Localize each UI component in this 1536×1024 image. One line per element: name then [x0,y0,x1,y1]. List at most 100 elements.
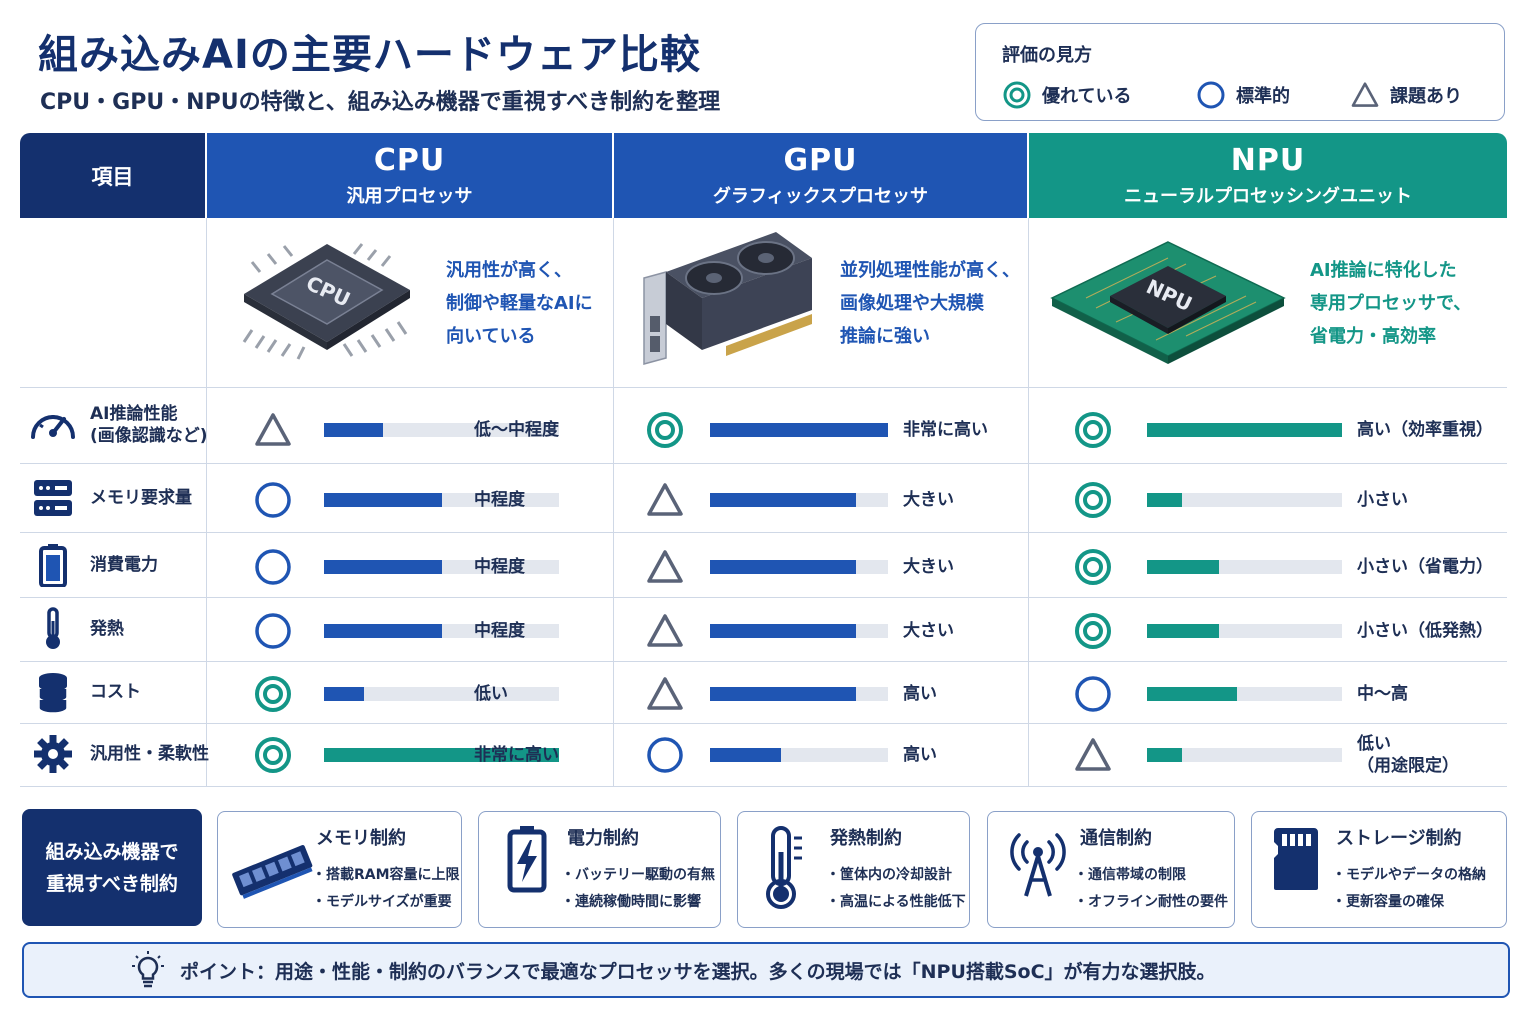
cell-value: 中～高 [1357,684,1408,704]
grid-line [20,532,1507,533]
constraint-bullet: ・搭載RAM容量に上限 [312,867,460,883]
constraint-card-title: メモリ制約 [316,828,406,849]
constraint-bullet: ・オフライン耐性の要件 [1074,894,1228,910]
server-icon [34,480,72,516]
constraint-card-title: 通信制約 [1080,828,1152,849]
level-bar [324,560,559,574]
constraint-card-communication: 通信制約 ・通信帯域の制限 ・オフライン耐性の要件 [987,811,1235,928]
header-cpu-full: 汎用プロセッサ [346,186,473,207]
level-bar [1147,423,1342,437]
battery-icon [507,826,547,893]
constraint-card-title: 発熱制約 [830,828,902,849]
level-bar [1147,687,1342,701]
ram-icon [232,845,313,899]
npu-chip-image: NPU [1050,241,1286,364]
double-circle-icon [647,412,683,448]
gear-icon [34,735,72,773]
cell-value: 小さい（省電力） [1357,557,1493,577]
row-label-memory: メモリ要求量 [28,476,192,520]
level-bar-fill [1147,560,1220,574]
point-banner: ポイント：用途・性能・制約のバランスで最適なプロセッサを選択。多くの現場では「N… [22,942,1510,998]
level-bar [1147,560,1342,574]
page-subtitle: CPU・GPU・NPUの特徴と、組み込み機器で重視すべき制約を整理 [40,90,721,115]
level-bar [324,687,559,701]
constraint-card-power: 電力制約 ・バッテリー駆動の有無 ・連続稼働時間に影響 [478,811,721,928]
header-npu-full: ニューラルプロセッシングユニット [1124,186,1412,207]
cell-value: 高い [903,684,937,704]
level-bar [710,748,888,762]
level-bar-fill [324,423,383,437]
double-circle-icon [1075,549,1111,585]
constraint-bullet: ・高温による性能低下 [826,894,966,910]
triangle-icon [255,413,291,446]
cpu-chip-image: CPU [242,243,410,360]
header-cpu: CPU 汎用プロセッサ [207,133,612,218]
grid-line [20,463,1507,464]
header-item: 項目 [20,133,205,218]
double-circle-icon [255,676,291,712]
grid-line [20,597,1507,598]
triangle-icon [647,614,683,647]
constraint-card-title: 電力制約 [567,828,639,849]
double-circle-icon [1075,412,1111,448]
legend-issue: 課題あり [1350,80,1462,110]
cell-value: 中程度 [474,557,525,577]
constraint-bullet: ・連続稼働時間に影響 [561,894,701,910]
triangle-icon [1351,82,1379,107]
cell-value: 中程度 [474,621,525,641]
point-text: ポイント：用途・性能・制約のバランスで最適なプロセッサを選択。多くの現場では「N… [180,960,1216,983]
header-gpu-name: GPU [783,143,858,178]
double-circle-icon [1075,482,1111,518]
level-bar [324,748,559,762]
constraint-bullet: ・通信帯域の制限 [1074,867,1186,883]
row-label-flexibility: 汎用性・柔軟性 [28,732,209,776]
circle-icon [255,613,291,649]
antenna-icon [1010,833,1066,897]
row-label-power: 消費電力 [28,543,158,587]
level-bar [710,423,888,437]
level-bar-fill [324,624,442,638]
level-bar-fill [324,560,442,574]
circle-icon [647,737,683,773]
level-bar-fill [710,423,888,437]
double-circle-icon [1003,81,1031,109]
level-bar-fill [1147,423,1342,437]
level-bar [1147,624,1342,638]
cell-value: 高い [903,745,937,765]
circle-icon [255,482,291,518]
triangle-icon [647,677,683,710]
level-bar [710,687,888,701]
row-label-text: 消費電力 [90,555,158,575]
grid-line [20,387,1507,388]
cell-value: 大きい [903,490,954,510]
level-bar [324,624,559,638]
level-bar-fill [1147,624,1220,638]
level-bar-fill [324,748,559,762]
header-npu: NPU ニューラルプロセッシングユニット [1029,133,1507,218]
constraint-card-storage: ストレージ制約 ・モデルやデータの格納 ・更新容量の確保 [1251,811,1507,928]
level-bar-fill [710,560,856,574]
header-cpu-name: CPU [373,143,446,178]
header-gpu: GPU グラフィックスプロセッサ [614,133,1027,218]
grid-line [206,218,207,786]
row-label-heat: 発熱 [28,607,124,651]
sd-card-icon [1274,828,1318,890]
cpu-description: 汎用性が高く、 制御や軽量なAIに 向いている [446,260,593,347]
thermometer-icon [46,607,60,649]
level-bar-fill [1147,687,1237,701]
row-label-text: AI推論性能 (画像認識など) [90,404,208,446]
level-bar [1147,748,1342,762]
level-bar-fill [1147,748,1183,762]
legend-box: 評価の見方 優れている 標準的 課題あり [975,23,1505,121]
legend-issue-label: 課題あり [1390,86,1462,107]
constraint-card-title: ストレージ制約 [1336,828,1462,849]
grid-line [20,661,1507,662]
level-bar-fill [710,493,856,507]
cell-value: 低い [474,684,508,704]
constraint-bullet: ・バッテリー駆動の有無 [561,867,715,883]
level-bar-fill [1147,493,1183,507]
cell-value: 大きい [903,557,954,577]
cell-value: 小さい（低発熱） [1357,621,1493,641]
level-bar-fill [710,624,856,638]
legend-excellent: 優れている [1002,80,1131,110]
